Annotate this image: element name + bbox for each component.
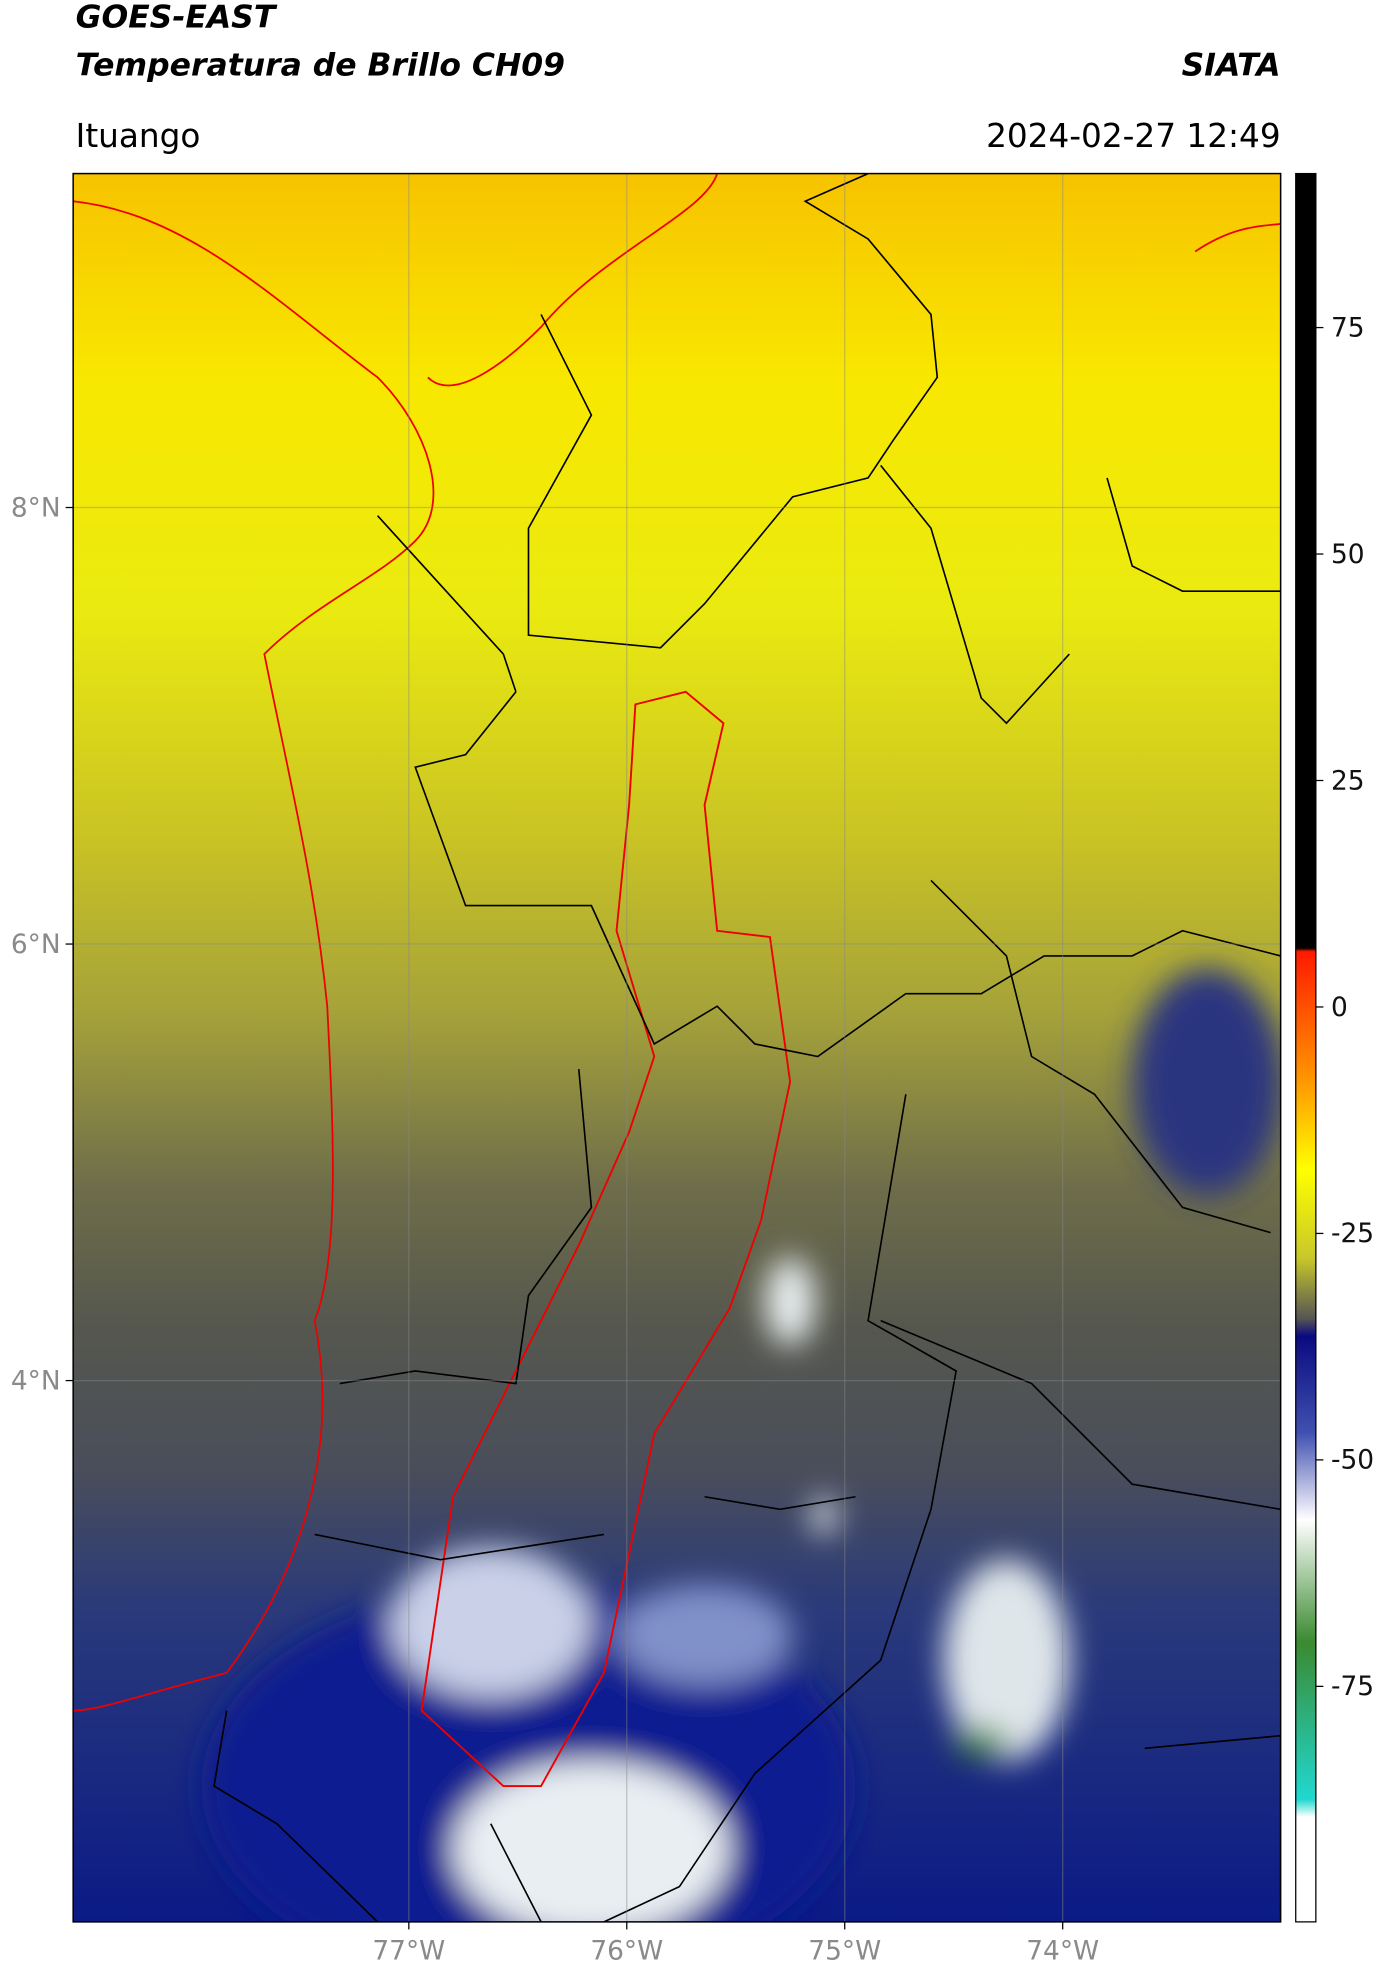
location-label: Ituango: [76, 117, 201, 155]
colorbar-tick-label: 0: [1331, 992, 1348, 1023]
colorbar: [1295, 172, 1317, 1923]
graticule: 77°W 76°W 75°W 74°W 8°N 6°N 4°N: [11, 173, 1281, 1967]
map-frame: [72, 172, 1282, 1923]
colorbar-tick-label: -50: [1331, 1445, 1374, 1476]
x-tick-label: 76°W: [590, 1936, 663, 1967]
org-label: SIATA: [1182, 47, 1281, 83]
datetime-label: 2024-02-27 12:49: [986, 117, 1281, 155]
ituango-basin: [420, 690, 792, 1787]
colorbar-tick-label: -75: [1331, 1671, 1374, 1702]
coastline-north: [427, 173, 1281, 387]
y-tick-label: 4°N: [11, 1365, 61, 1396]
x-tick-label: 75°W: [808, 1936, 881, 1967]
cloud-tops: [201, 968, 1281, 1922]
y-tick-label: 8°N: [11, 492, 61, 523]
colorbar-ticks: 75 50 25 0 -25 -50 -75: [1315, 312, 1374, 1702]
x-tick-label: 77°W: [372, 1936, 445, 1967]
x-tick-label: 74°W: [1026, 1936, 1099, 1967]
colorbar-tick-label: 75: [1331, 312, 1365, 343]
coastline: [73, 200, 435, 1712]
y-tick-label: 6°N: [11, 929, 61, 960]
product-title: Temperatura de Brillo CH09: [76, 47, 565, 83]
satellite-title: GOES-EAST: [76, 0, 278, 36]
map-field: [73, 173, 1281, 1922]
admin-borders: [213, 173, 1281, 1922]
colorbar-tick-label: 25: [1331, 765, 1365, 796]
colorbar-tick-label: -25: [1331, 1218, 1374, 1249]
colorbar-tick-label: 50: [1331, 539, 1365, 570]
